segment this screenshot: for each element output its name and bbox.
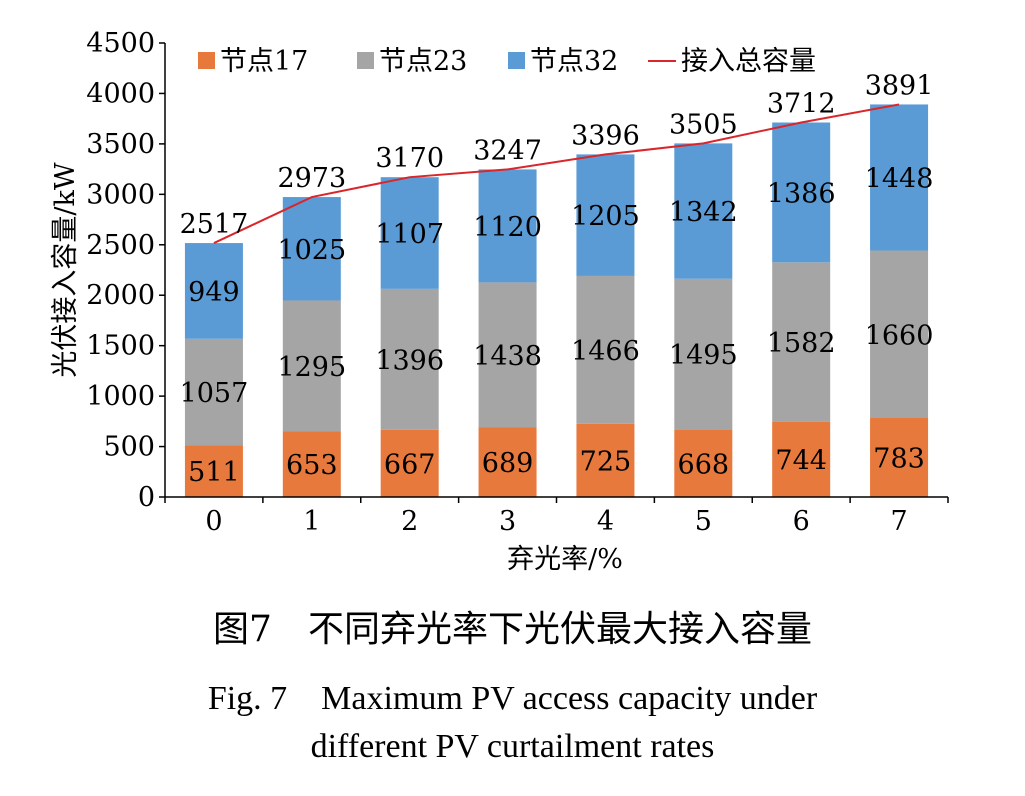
- data-label-series2-cat0: 949: [188, 277, 240, 308]
- figure-caption-chinese: 图7 不同弃光率下光伏最大接入容量: [213, 609, 812, 650]
- total-capacity-line: [213, 103, 900, 244]
- total-label-cat5: 3505: [669, 109, 738, 140]
- y-tick-label-2: 1000: [86, 381, 155, 412]
- x-tick-label-7: 7: [890, 506, 907, 537]
- bar-series2-cat2: [380, 177, 439, 289]
- axes-layer: 0 500 1000 1500 2000 2500 3000 3500 4000 4500 0 1 2 3…: [86, 28, 949, 537]
- legend-swatch-1: [357, 52, 374, 69]
- total-label-cat3: 3247: [473, 135, 542, 166]
- bar-series0-cat1: [282, 431, 341, 497]
- bar-series1-cat0: [184, 338, 243, 446]
- x-tick-label-2: 2: [401, 506, 418, 537]
- bar-series2-cat7: [870, 104, 929, 251]
- legend-swatch-0: [198, 52, 215, 69]
- total-label-cat0: 2517: [180, 209, 249, 240]
- bar-series2-cat3: [478, 169, 537, 283]
- bar-series0-cat0: [184, 445, 243, 497]
- total-label-cat7: 3891: [865, 70, 934, 101]
- bar-series2-cat4: [576, 154, 635, 276]
- legend-label-0: 节点17: [220, 46, 308, 77]
- x-tick-label-5: 5: [695, 506, 712, 537]
- data-label-series2-cat6: 1386: [767, 178, 836, 209]
- data-label-series1-cat2: 1396: [375, 345, 444, 376]
- data-label-series0-cat4: 725: [580, 446, 632, 477]
- data-label-series2-cat4: 1205: [571, 201, 640, 232]
- data-label-series2-cat1: 1025: [277, 235, 346, 266]
- y-tick-label-0: 0: [138, 482, 155, 513]
- data-label-series1-cat4: 1466: [571, 336, 640, 367]
- y-tick-label-3: 1500: [86, 331, 155, 362]
- data-label-series0-cat0: 511: [188, 457, 240, 488]
- legend-label-2: 节点32: [530, 46, 618, 77]
- value-labels-layer: 511 1057 949 653 1295 1025 667 1396 1107 689 1438 1…: [180, 163, 934, 488]
- y-tick-label-9: 4500: [86, 28, 155, 59]
- legend-label-1: 节点23: [379, 46, 467, 77]
- bar-series0-cat5: [674, 429, 733, 497]
- data-label-series0-cat6: 744: [775, 445, 827, 476]
- bar-series0-cat3: [478, 427, 537, 497]
- total-label-cat2: 3170: [375, 143, 444, 174]
- bar-series1-cat7: [870, 250, 929, 419]
- bar-series2-cat5: [674, 143, 733, 279]
- bar-series2-cat0: [184, 243, 243, 339]
- y-axis-title: 光伏接入容量/kW: [50, 162, 81, 377]
- data-label-series2-cat7: 1448: [865, 163, 934, 194]
- bar-series1-cat6: [772, 262, 831, 422]
- data-label-series0-cat3: 689: [482, 448, 534, 479]
- data-label-series2-cat2: 1107: [375, 219, 444, 250]
- data-label-series1-cat7: 1660: [865, 320, 934, 351]
- y-tick-label-4: 2000: [86, 280, 155, 311]
- data-label-series2-cat5: 1342: [669, 197, 738, 228]
- bar-series0-cat2: [380, 429, 439, 497]
- bar-series0-cat6: [772, 421, 831, 497]
- bar-series1-cat1: [282, 300, 341, 432]
- bar-series1-cat3: [478, 282, 537, 428]
- total-label-cat1: 2973: [277, 163, 346, 194]
- bars-layer: [184, 104, 929, 497]
- data-label-series1-cat0: 1057: [180, 378, 249, 409]
- data-label-series2-cat3: 1120: [473, 212, 542, 243]
- total-label-cat6: 3712: [767, 89, 836, 120]
- y-tick-label-6: 3000: [86, 179, 155, 210]
- bar-series0-cat7: [870, 418, 929, 497]
- y-tick-label-1: 500: [103, 432, 155, 463]
- data-label-series0-cat5: 668: [678, 449, 730, 480]
- bar-series1-cat4: [576, 275, 635, 424]
- bar-series1-cat5: [674, 278, 733, 430]
- figure-caption-english-line1: Fig. 7 Maximum PV access capacity under: [207, 680, 818, 717]
- total-line-layer: 2517 2973 3170 3247 3396 3505 3712 3891: [180, 70, 934, 244]
- stacked-bar-chart: 5111057949653129510256671396110768914381…: [50, 28, 949, 575]
- figure-caption-english-line2: different PV curtailment rates: [310, 728, 715, 765]
- total-label-cat4: 3396: [571, 120, 640, 151]
- data-label-series1-cat6: 1582: [767, 328, 836, 359]
- data-label-series1-cat1: 1295: [277, 352, 346, 383]
- legend-label-line: 接入总容量: [681, 46, 816, 77]
- legend: 节点17 节点23 节点32 接入总容量: [198, 46, 816, 77]
- bar-series1-cat2: [380, 288, 439, 430]
- data-label-series1-cat5: 1495: [669, 340, 738, 371]
- bar-series0-cat4: [576, 423, 635, 497]
- legend-swatch-2: [508, 52, 525, 69]
- x-tick-label-6: 6: [793, 506, 810, 537]
- bar-series2-cat1: [282, 197, 341, 301]
- bar-series2-cat6: [772, 122, 831, 263]
- x-tick-label-1: 1: [303, 506, 320, 537]
- x-tick-label-3: 3: [499, 506, 516, 537]
- data-label-series0-cat1: 653: [286, 450, 338, 481]
- y-tick-label-7: 3500: [86, 129, 155, 160]
- y-tick-label-8: 4000: [86, 78, 155, 109]
- x-tick-label-4: 4: [597, 506, 614, 537]
- data-label-series1-cat3: 1438: [473, 341, 542, 372]
- x-axis-title: 弃光率/%: [507, 544, 623, 575]
- x-tick-label-0: 0: [205, 506, 222, 537]
- data-label-series0-cat2: 667: [384, 449, 436, 480]
- y-tick-label-5: 2500: [86, 230, 155, 261]
- data-label-series0-cat7: 783: [873, 444, 925, 475]
